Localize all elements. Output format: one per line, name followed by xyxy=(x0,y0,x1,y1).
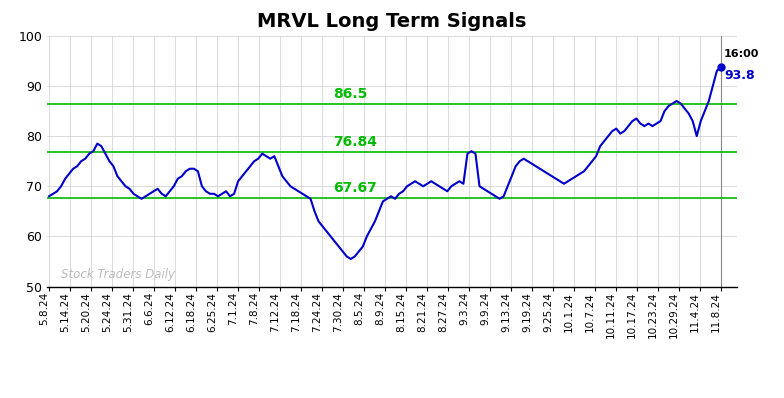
Text: 86.5: 86.5 xyxy=(333,87,367,101)
Text: 76.84: 76.84 xyxy=(333,135,377,150)
Text: 67.67: 67.67 xyxy=(333,181,376,195)
Text: 93.8: 93.8 xyxy=(724,69,755,82)
Title: MRVL Long Term Signals: MRVL Long Term Signals xyxy=(257,12,527,31)
Text: Stock Traders Daily: Stock Traders Daily xyxy=(61,267,175,281)
Text: 16:00: 16:00 xyxy=(724,49,760,59)
